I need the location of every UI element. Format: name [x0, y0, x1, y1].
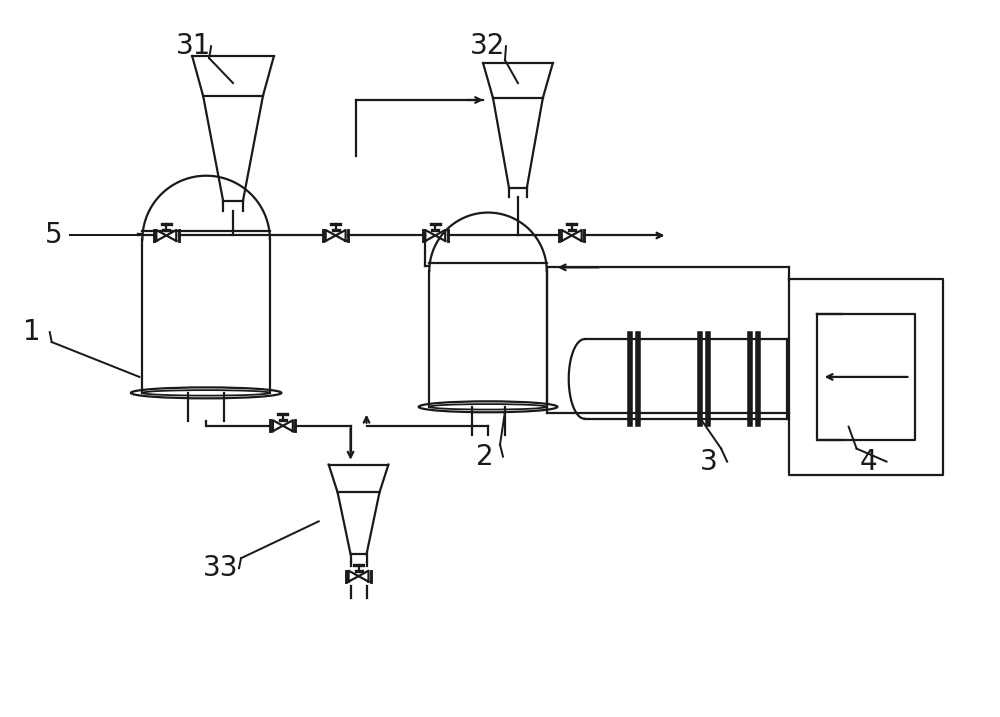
- Text: 4: 4: [860, 447, 877, 475]
- Text: 32: 32: [470, 32, 506, 60]
- Text: 33: 33: [203, 554, 239, 582]
- Text: 31: 31: [176, 32, 211, 60]
- Text: 1: 1: [23, 318, 41, 346]
- Text: 2: 2: [476, 442, 494, 470]
- Text: 3: 3: [700, 447, 718, 475]
- Text: 5: 5: [45, 222, 63, 250]
